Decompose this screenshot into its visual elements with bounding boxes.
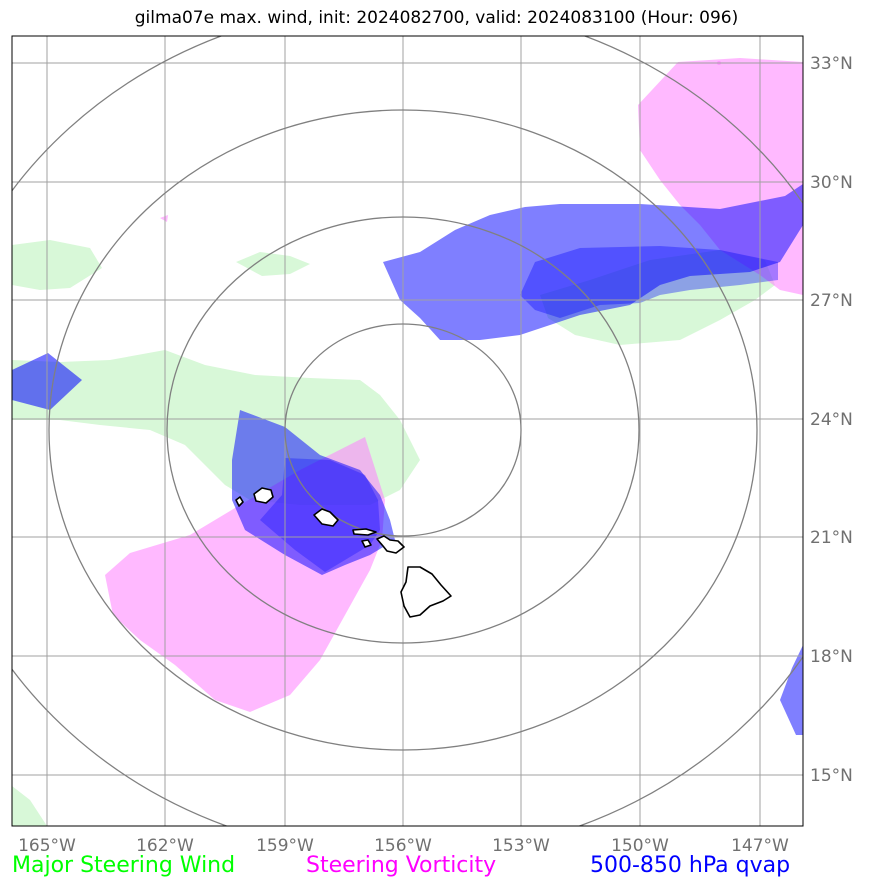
wind-area-corner [12,786,47,826]
range-ring-1 [284,323,522,537]
legend-steering-vorticity: Steering Vorticity [306,853,497,878]
legend-qvap: 500-850 hPa qvap [590,853,791,878]
lon-tick-label: 156°W [374,836,432,856]
lat-tick-label: 21°N [810,528,853,548]
vorticity-area-small [160,215,168,222]
range-ring-3 [48,109,758,751]
lat-tick-label: 30°N [810,173,853,193]
legend-steering-wind: Major Steering Wind [12,853,236,878]
lat-tick-label: 24°N [810,410,853,430]
lon-tick-label: 159°W [256,836,314,856]
plot-frame [11,35,804,827]
lon-tick-label: 150°W [611,836,669,856]
qvap-area-southeast [780,645,803,735]
range-rings [12,36,803,826]
wind-area-west [12,240,102,290]
lat-tick-labels: 33°N 30°N 27°N 24°N 21°N 18°N 15°N [810,54,853,786]
lat-tick-label: 33°N [810,54,853,74]
wind-area-small [236,252,310,276]
lat-tick-label: 18°N [810,647,853,667]
island-lanai [361,539,372,548]
island-maui [376,535,405,554]
lon-tick-label: 147°W [731,836,789,856]
island-molokai [352,528,377,536]
map-title: gilma07e max. wind, init: 2024082700, va… [134,8,739,28]
lon-tick-label: 153°W [492,836,550,856]
lon-tick-label: 162°W [136,836,194,856]
island-oahu [313,508,339,527]
lon-tick-label: 165°W [18,836,76,856]
lat-tick-label: 15°N [810,766,853,786]
range-ring-2 [166,216,640,644]
lat-tick-label: 27°N [810,291,853,311]
island-hawaii [400,566,452,618]
hawaii-coastline [235,487,452,618]
qvap-area-north [383,184,803,340]
lon-tick-labels: 165°W 162°W 159°W 156°W 153°W 150°W 147°… [18,836,789,856]
steering-wind-layer [12,240,775,826]
island-kauai [253,487,274,504]
island-niihau [235,496,244,507]
